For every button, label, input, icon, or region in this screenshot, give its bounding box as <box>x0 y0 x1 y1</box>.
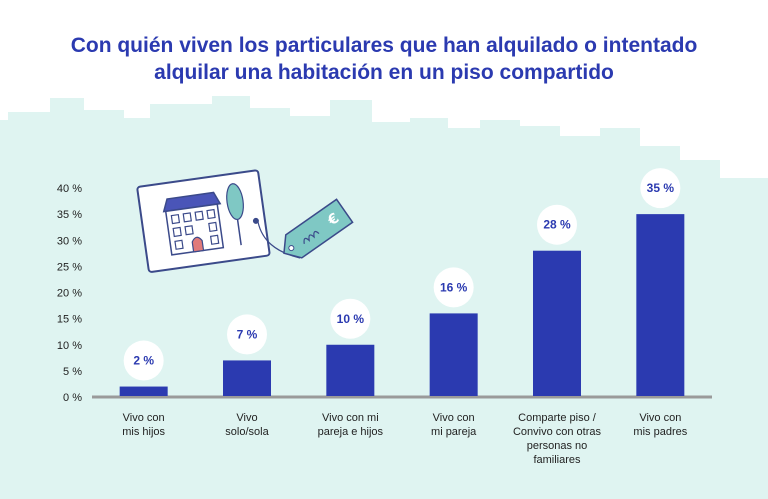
y-tick-label: 15 % <box>57 314 82 326</box>
bar <box>119 386 168 396</box>
category-label-line: pareja e hijos <box>318 426 384 438</box>
bars: 2 % 7 % 10 % 16 % 28 % 35 % <box>119 168 685 396</box>
category-label: Vivo con mi pareja e hijos <box>318 412 384 438</box>
house-window <box>194 210 204 221</box>
house-window <box>170 213 181 225</box>
y-axis: 0 % 5 % 10 % 15 % 20 % 25 % 30 % 35 % 40 % <box>57 183 712 404</box>
y-tick-label: 40 % <box>57 183 82 195</box>
bar <box>223 360 271 396</box>
category-label-line: Convivo con otras <box>513 426 602 438</box>
value-label-badge <box>227 314 267 355</box>
chart-title-line-2: alquilar una habitación en un piso compa… <box>154 61 614 84</box>
house-window <box>208 221 218 233</box>
y-tick-label: 25 % <box>57 261 82 273</box>
category-label-line: Vivo con <box>639 412 681 424</box>
house-window <box>206 208 216 220</box>
bar <box>326 344 375 396</box>
value-label-badge <box>640 168 681 209</box>
category-label-line: Vivo con mi <box>322 412 379 424</box>
house-window <box>182 212 192 223</box>
price-tag-body <box>283 198 354 259</box>
value-label-badge <box>123 340 164 381</box>
tree-crown <box>226 183 244 221</box>
category-label: Vivo con mis hijos <box>122 412 165 438</box>
category-label: Comparte piso / Convivo con otras personas… <box>513 412 602 466</box>
chart-title: Con quién viven los particulares que han… <box>0 32 768 86</box>
value-label: 7 % <box>237 327 258 341</box>
house-door <box>191 236 205 253</box>
y-tick-label: 30 % <box>57 235 82 247</box>
x-axis: Vivo con mis hijos Vivo solo/sola Vivo con m… <box>122 412 687 466</box>
price-tag-squiggle <box>303 230 320 244</box>
y-tick-label: 5 % <box>63 366 82 378</box>
value-label-badge <box>537 204 577 245</box>
bar <box>429 313 478 396</box>
price-tag-hole <box>288 245 295 252</box>
category-label-line: Vivo con <box>123 412 165 424</box>
category-label-line: familiares <box>533 454 581 466</box>
house-window <box>172 226 182 238</box>
value-label-badge <box>330 298 371 339</box>
y-tick-label: 10 % <box>57 340 82 352</box>
price-tag: € <box>283 198 354 259</box>
value-label: 2 % <box>133 354 154 368</box>
house-window <box>184 225 194 236</box>
category-label-line: Vivo <box>236 412 257 424</box>
category-label-line: Comparte piso / <box>518 412 597 424</box>
category-label-line: personas no <box>527 440 588 452</box>
house-listing-with-price-tag-icon: € <box>136 169 354 273</box>
value-label: 10 % <box>337 312 365 326</box>
y-tick-label: 0 % <box>63 392 82 404</box>
chart-title-line-1: Con quién viven los particulares que han… <box>70 34 698 57</box>
bar <box>533 250 581 396</box>
category-label-line: mi pareja <box>431 426 477 438</box>
category-label-line: Vivo con <box>433 412 475 424</box>
value-label: 35 % <box>647 181 675 195</box>
category-label-line: solo/sola <box>225 426 269 438</box>
bar <box>636 214 685 396</box>
category-label-line: mis padres <box>633 426 687 438</box>
y-tick-label: 20 % <box>57 288 82 300</box>
value-label: 28 % <box>543 218 571 232</box>
category-label: Vivo con mi pareja <box>431 412 477 438</box>
house-window <box>209 234 220 245</box>
value-label-badge <box>433 267 474 308</box>
y-tick-label: 35 % <box>57 209 82 221</box>
category-label: Vivo solo/sola <box>225 412 269 438</box>
category-label-line: mis hijos <box>122 426 165 438</box>
card-hole <box>252 217 259 224</box>
house-window <box>174 239 184 250</box>
value-label: 16 % <box>440 280 468 294</box>
category-label: Vivo con mis padres <box>633 412 687 438</box>
listing-card <box>136 169 271 273</box>
